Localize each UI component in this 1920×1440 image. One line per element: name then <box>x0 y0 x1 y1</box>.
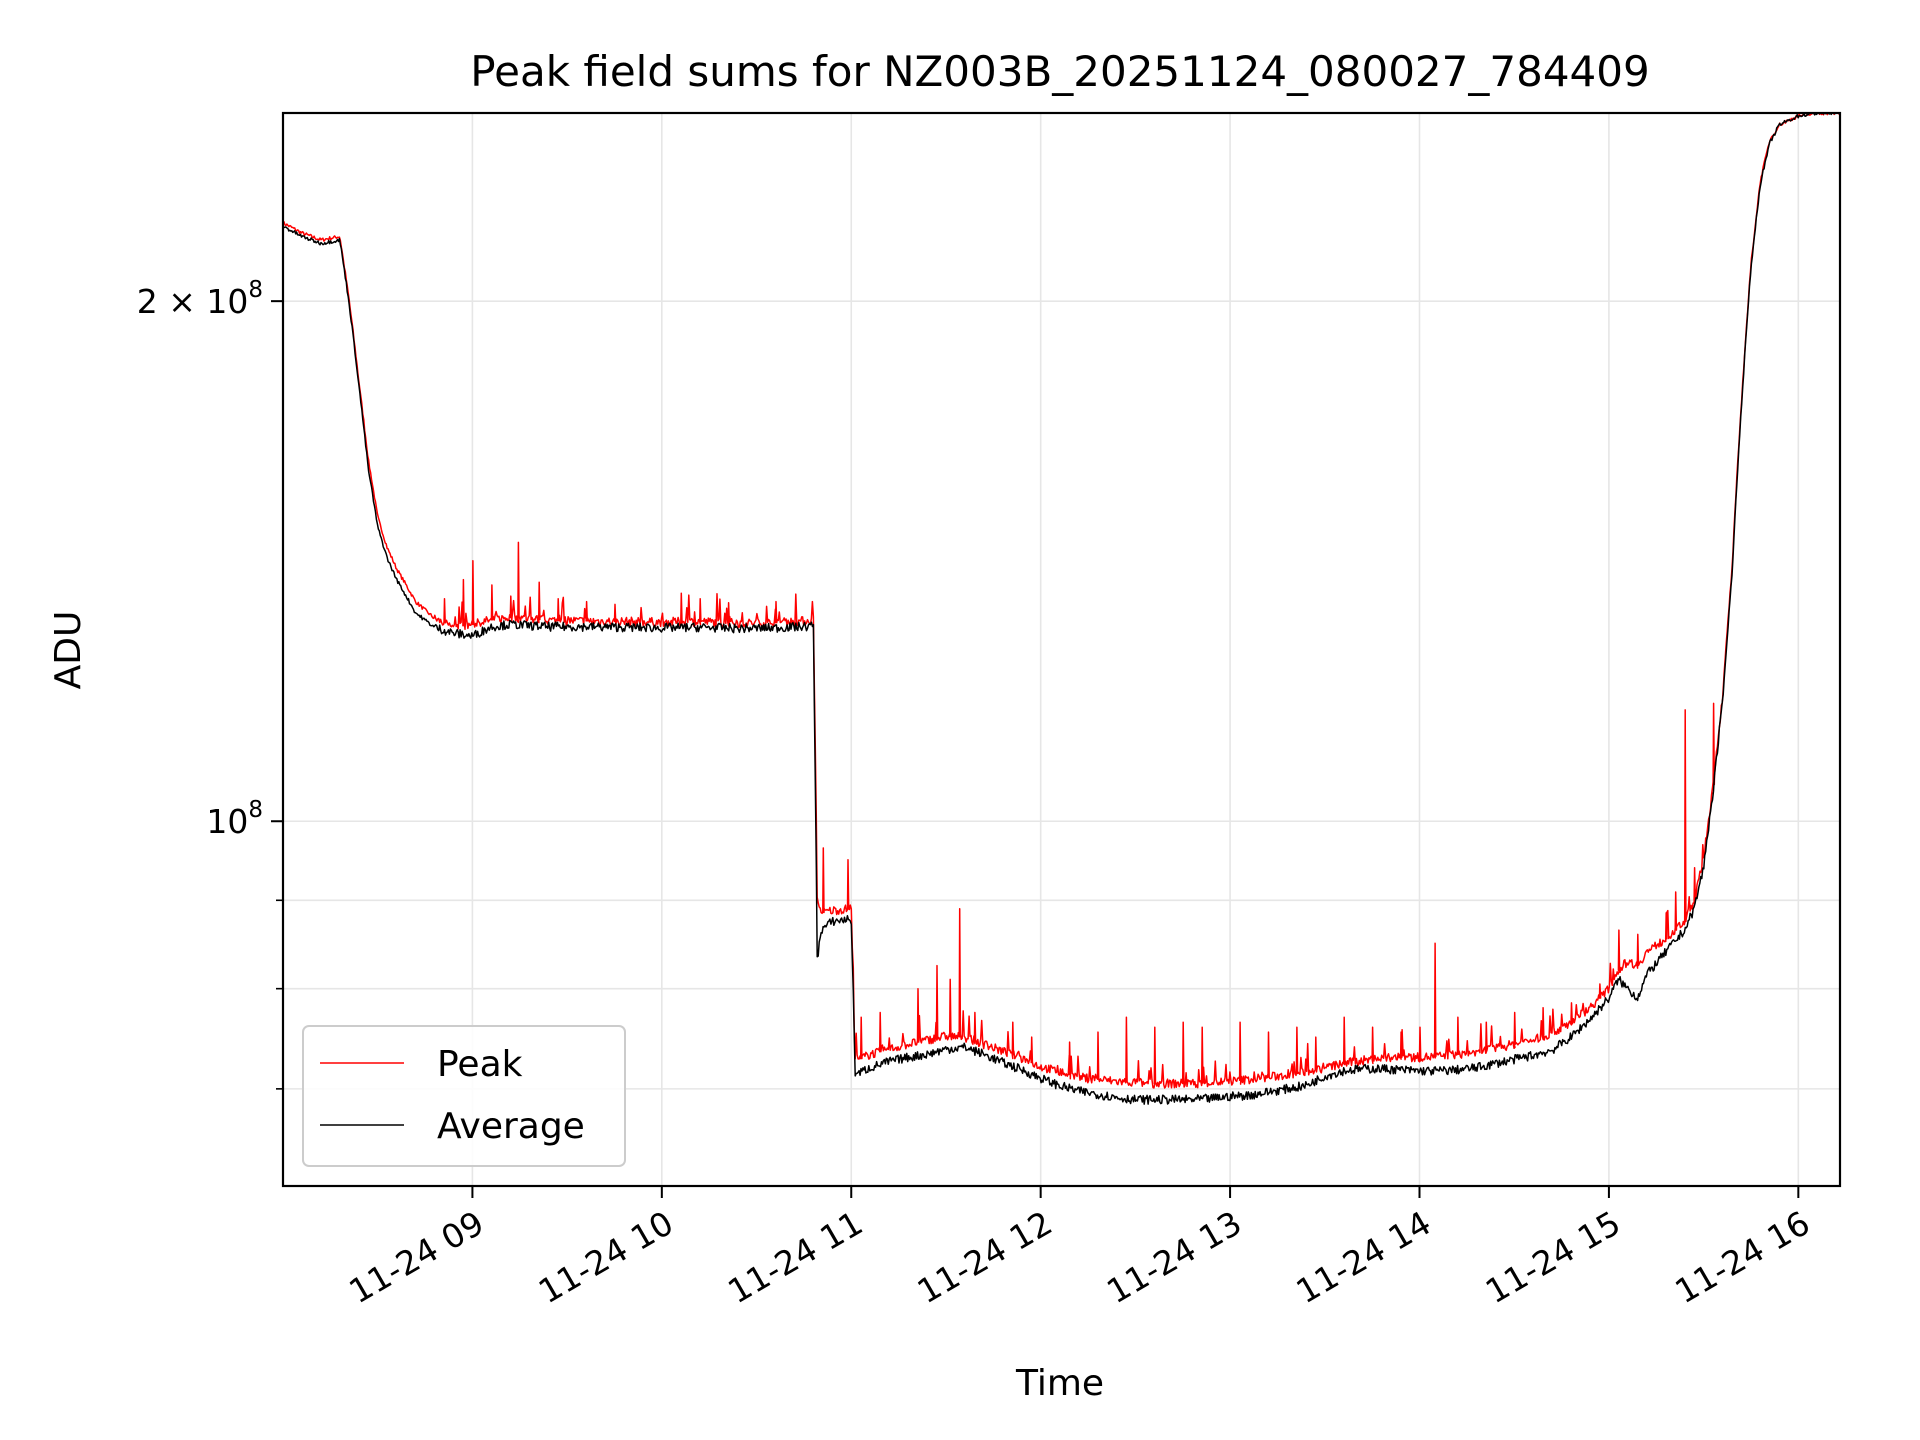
x-tick-label: 11-24 11 <box>721 1203 869 1311</box>
legend-box <box>302 1025 626 1167</box>
chart-title: Peak field sums for NZ003B_20251124_0800… <box>470 47 1649 96</box>
plot-frame <box>281 111 1842 1188</box>
x-axis: 11-24 09 11-24 10 11-24 11 11-24 12 11-24 13… <box>342 1186 1816 1311</box>
x-tick-label: 11-24 13 <box>1100 1203 1248 1311</box>
legend-peak-label: Peak <box>437 1044 523 1085</box>
x-tick-label: 11-24 10 <box>532 1203 680 1311</box>
plot-area <box>283 113 1840 1105</box>
x-tick-label: 11-24 14 <box>1289 1203 1437 1311</box>
peak-series-line <box>283 113 1840 1089</box>
x-tick-label: 11-24 15 <box>1479 1203 1627 1311</box>
y-tick-label: 108 <box>206 797 263 841</box>
legend: Peak Average <box>302 1025 626 1167</box>
x-tick-label: 11-24 09 <box>342 1203 490 1311</box>
y-tick-label: 2 × 108 <box>137 277 263 321</box>
legend-average-label: Average <box>437 1106 585 1147</box>
x-tick-label: 11-24 12 <box>911 1203 1059 1311</box>
x-axis-label: Time <box>1015 1363 1104 1404</box>
y-tick-exponent: 8 <box>248 797 263 823</box>
y-tick-mantissa: 2 × <box>137 282 207 321</box>
average-series-line <box>283 113 1840 1105</box>
y-tick-exponent: 8 <box>248 277 263 303</box>
y-tick-base: 10 <box>206 802 248 841</box>
y-axis-label: ADU <box>48 611 89 690</box>
y-tick-base: 10 <box>206 282 248 321</box>
x-tick-label: 11-24 16 <box>1668 1203 1816 1311</box>
